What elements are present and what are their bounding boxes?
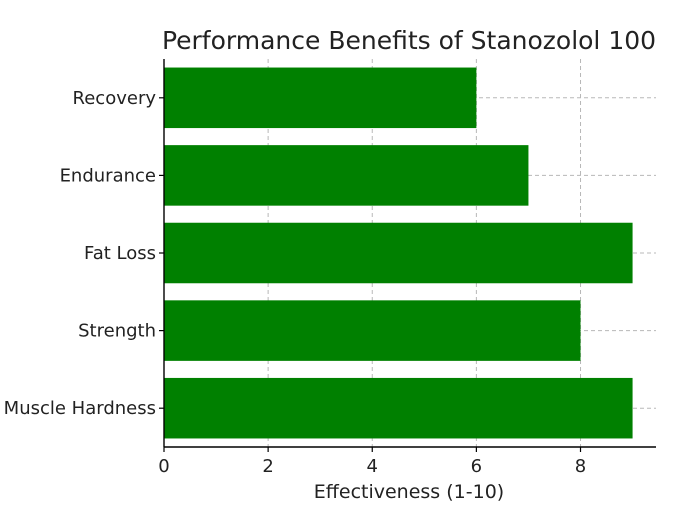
bar <box>164 145 529 206</box>
x-tick-label: 4 <box>367 456 378 477</box>
bars <box>164 67 633 439</box>
y-tick-label: Muscle Hardness <box>4 398 156 419</box>
x-tick-label: 8 <box>575 456 586 477</box>
tick-labels: 0 2 4 6 8 Muscle Hardness Strength Fat Loss Endu… <box>4 88 587 477</box>
y-tick-label: Fat Loss <box>84 243 156 264</box>
axes <box>159 59 656 452</box>
x-tick-label: 0 <box>158 456 169 477</box>
chart-title: Performance Benefits of Stanozolol 100 <box>162 26 656 55</box>
x-tick-label: 6 <box>471 456 482 477</box>
x-axis-label: Effectiveness (1-10) <box>314 481 504 503</box>
bar <box>164 300 581 361</box>
bar <box>164 222 633 284</box>
x-tick-label: 2 <box>262 456 273 477</box>
bar <box>164 67 477 129</box>
y-tick-label: Recovery <box>73 88 157 109</box>
bar <box>164 377 633 439</box>
y-tick-label: Endurance <box>60 165 156 186</box>
y-tick-label: Strength <box>78 321 156 342</box>
